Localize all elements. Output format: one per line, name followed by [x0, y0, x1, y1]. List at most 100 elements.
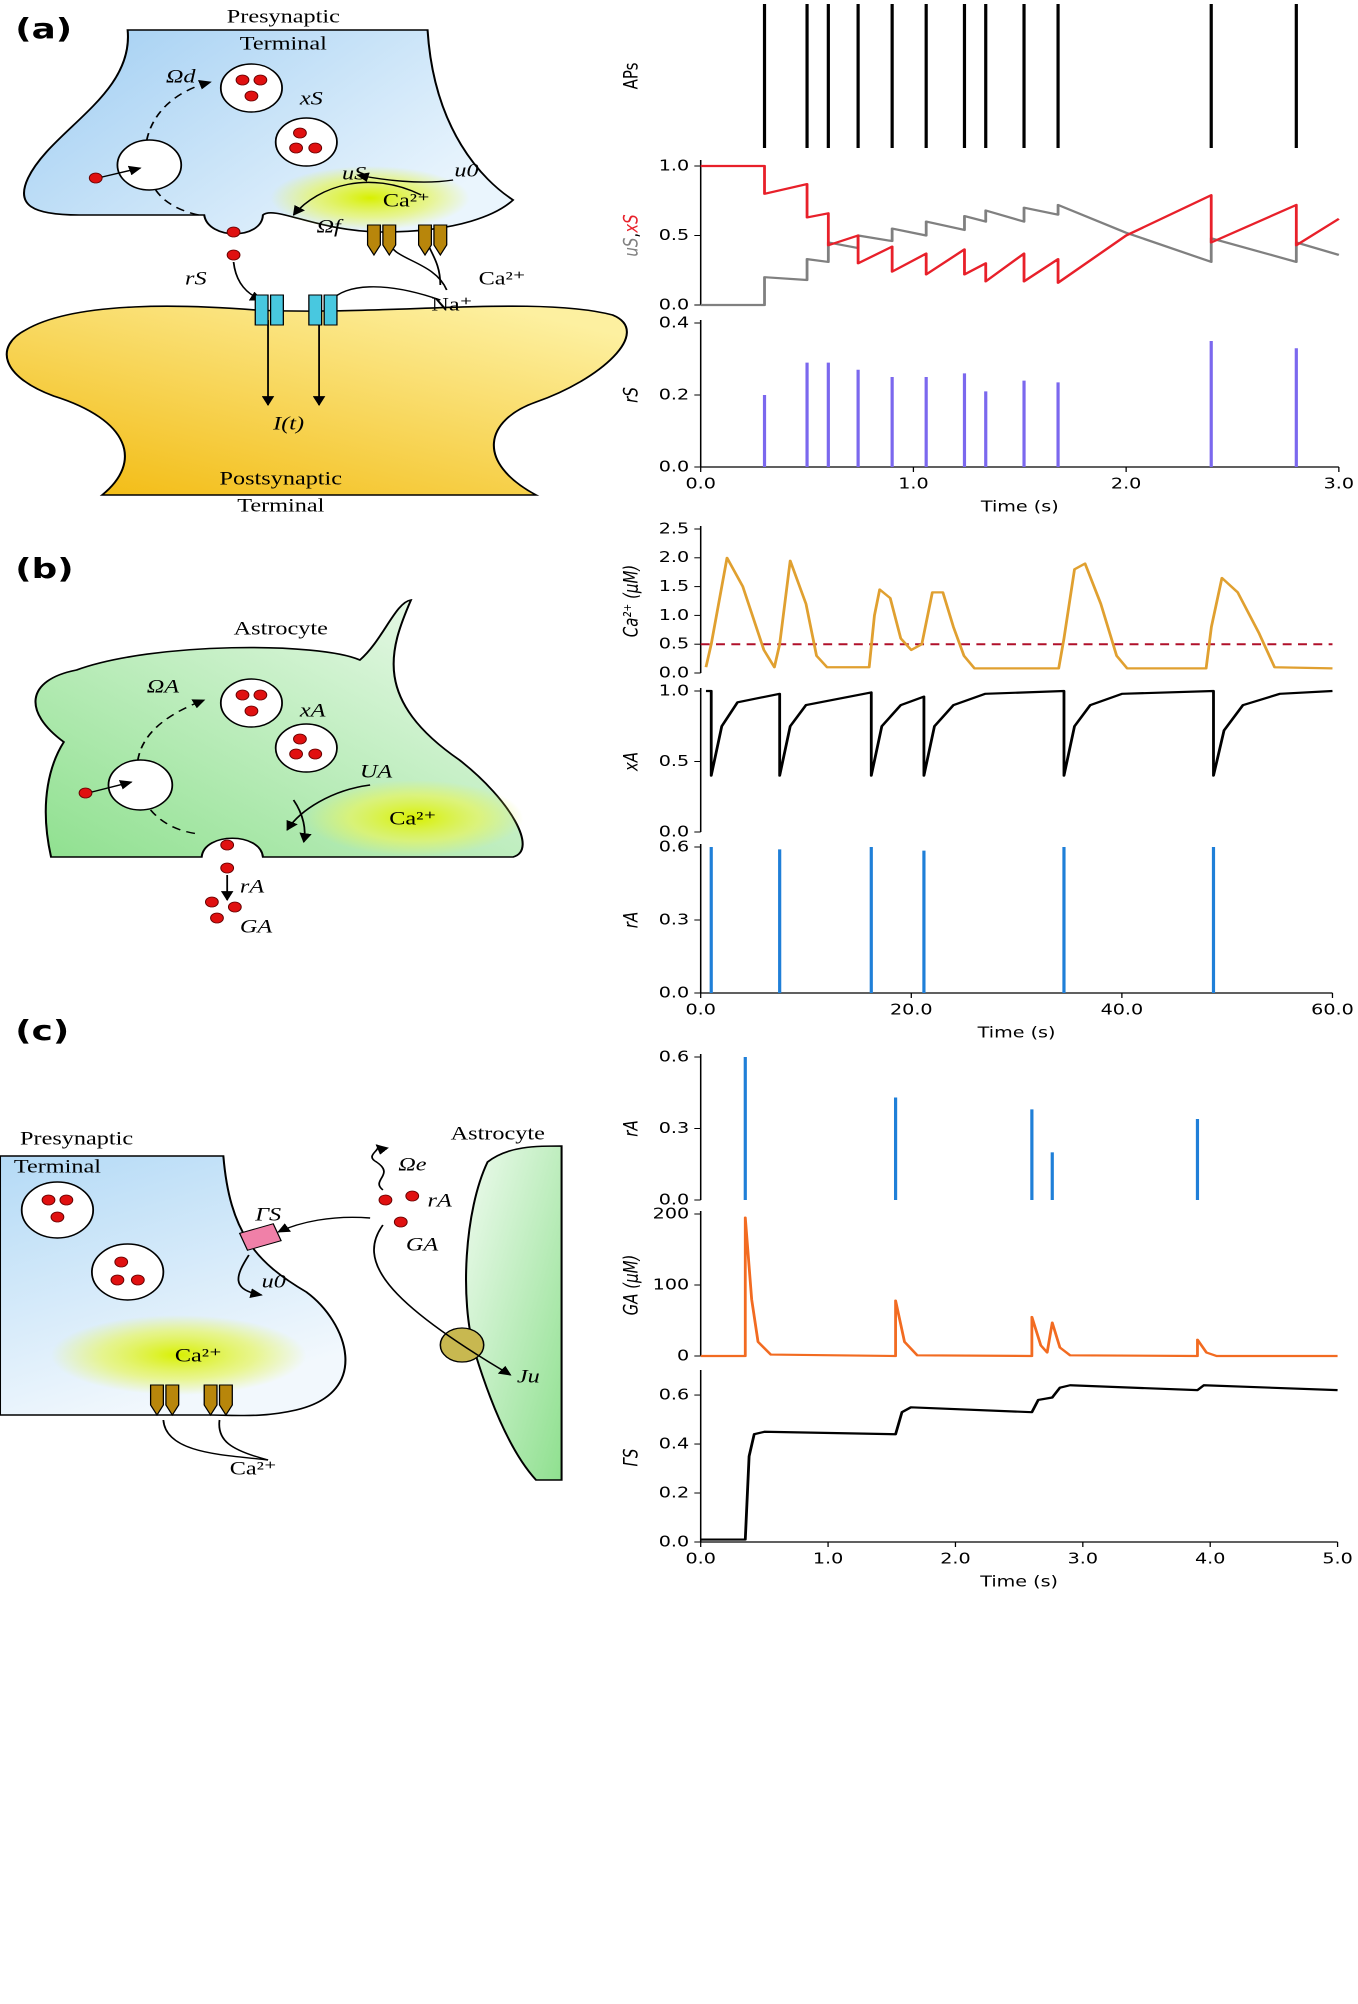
y-tick-label: 0.2	[659, 1484, 689, 1501]
y-axis-label: APs	[621, 63, 643, 90]
label: Ca²⁺	[389, 808, 436, 829]
panel-label: (c)	[15, 1014, 69, 1047]
panel-label: (a)	[15, 12, 72, 45]
label: xS	[299, 88, 323, 109]
y-axis-label: uS,xS	[621, 214, 643, 256]
y-tick-label: 200	[653, 1205, 690, 1222]
x-tick-label: 0.0	[685, 475, 715, 492]
legend-entry: xS	[621, 214, 643, 233]
chart: uS,xS 0.0 0.5 1.0	[621, 157, 1340, 314]
x-tick-label: 5.0	[1322, 1550, 1352, 1567]
y-tick-label: 2.0	[659, 549, 689, 566]
x-tick-label: 3.0	[1324, 475, 1354, 492]
chart: rA 0.0 0.3 0.6	[621, 1048, 1200, 1209]
y-tick-label: 0.5	[659, 753, 689, 770]
label: u0	[454, 160, 478, 181]
y-tick-label: 0.3	[659, 1120, 689, 1137]
label: Ωe	[398, 1154, 427, 1175]
x-axis-label: Time (s)	[980, 498, 1059, 515]
y-tick-label: 0.0	[659, 664, 689, 681]
y-tick-label: 100	[653, 1276, 690, 1293]
separator: ,	[621, 233, 643, 238]
label: Astrocyte	[451, 1123, 545, 1144]
y-tick-label: 0.4	[659, 1435, 689, 1452]
chart: APs	[621, 4, 1298, 148]
y-tick-label: 0.0	[659, 1533, 689, 1550]
y-axis-label: Ca²⁺ (μM)	[621, 565, 643, 638]
y-tick-label: 0.2	[659, 386, 689, 403]
y-tick-label: 1.0	[659, 607, 689, 624]
label: Presynaptic	[20, 1128, 133, 1149]
series-line	[700, 1216, 1338, 1358]
chart: ΓS 0.0 0.2 0.4 0.6 0.0 1.0 2.0 3.0 4.0 5.0 Time (s)	[621, 1370, 1353, 1591]
y-axis-label: GA (μM)	[621, 1255, 643, 1316]
y-tick-label: 0.3	[659, 911, 689, 928]
label: Ωf	[317, 216, 345, 237]
x-axis-label: Time (s)	[979, 1573, 1058, 1590]
label: Astrocyte	[234, 618, 328, 639]
y-tick-label: 0	[677, 1347, 689, 1364]
label: Ca²⁺	[383, 190, 430, 211]
label: GA	[240, 916, 273, 937]
label: Ωd	[166, 66, 196, 87]
label: ΩA	[147, 676, 180, 697]
y-axis-label: rA	[621, 912, 643, 928]
y-tick-label: 1.0	[659, 682, 689, 699]
x-tick-label: 1.0	[813, 1550, 843, 1567]
x-tick-label: 20.0	[890, 1001, 933, 1018]
label: rA	[240, 876, 265, 897]
label: Postsynaptic	[220, 468, 343, 489]
chart: GA (μM) 0 100 200	[621, 1205, 1338, 1365]
series-line	[700, 164, 1340, 284]
x-tick-label: 0.0	[685, 1001, 715, 1018]
label: u0	[262, 1271, 286, 1292]
label: Ca²⁺	[230, 1458, 277, 1479]
x-tick-label: 3.0	[1068, 1550, 1098, 1567]
label: Ju	[517, 1366, 540, 1387]
y-tick-label: 0.5	[659, 635, 689, 652]
x-tick-label: 1.0	[898, 475, 928, 492]
y-tick-label: 0.0	[659, 296, 689, 313]
y-axis-label: rA	[621, 1120, 643, 1136]
chart: rA 0.0 0.3 0.6 0.0 20.0 40.0 60.0 Time (s)	[621, 838, 1354, 1041]
y-tick-label: 0.6	[659, 1386, 689, 1403]
label: rS	[185, 268, 207, 289]
label: Presynaptic	[227, 6, 340, 27]
legend-entry: uS	[621, 238, 643, 257]
label: Na⁺	[431, 294, 472, 315]
y-tick-label: 0.0	[659, 823, 689, 840]
label: xA	[299, 700, 326, 721]
y-tick-label: 0.0	[659, 1191, 689, 1208]
label: UA	[360, 761, 393, 782]
label: Terminal	[237, 495, 324, 516]
diagram-c: (c) Presynaptic Terminal Astrocyte Ωe ΓS…	[0, 1014, 563, 1481]
series-line	[700, 1384, 1338, 1541]
label: Ca²⁺	[479, 268, 526, 289]
label: Terminal	[14, 1156, 101, 1177]
chart: rS 0.0 0.2 0.4 0.0 1.0 2.0 3.0 Time (s)	[621, 314, 1354, 515]
diagram-b: (b) Astrocyte ΩA xA UA Ca²⁺ rA GA	[15, 552, 524, 937]
y-tick-label: 1.5	[659, 578, 689, 595]
chart: xA 0.0 0.5 1.0	[621, 682, 1333, 841]
chart: Ca²⁺ (μM) 0.0 0.5 1.0 1.5 2.0 2.5	[621, 520, 1333, 682]
x-tick-label: 40.0	[1101, 1001, 1144, 1018]
series-line	[705, 689, 1333, 777]
label: GA	[406, 1234, 439, 1255]
x-axis-label: Time (s)	[977, 1024, 1056, 1041]
x-tick-label: 2.0	[1111, 475, 1141, 492]
label: Terminal	[240, 33, 327, 54]
y-axis-label: ΓS	[621, 1448, 643, 1466]
x-tick-label: 4.0	[1195, 1550, 1225, 1567]
y-tick-label: 0.0	[659, 458, 689, 475]
label: ΓS	[254, 1204, 281, 1225]
label: I(t)	[272, 413, 304, 434]
y-axis-label: rS	[621, 387, 643, 403]
y-tick-label: 2.5	[659, 520, 689, 537]
y-tick-label: 1.0	[659, 157, 689, 174]
panel-label: (b)	[15, 552, 73, 585]
label: uS	[342, 163, 366, 184]
x-tick-label: 2.0	[940, 1550, 970, 1567]
y-axis-label: xA	[621, 752, 643, 772]
y-tick-label: 0.0	[659, 984, 689, 1001]
